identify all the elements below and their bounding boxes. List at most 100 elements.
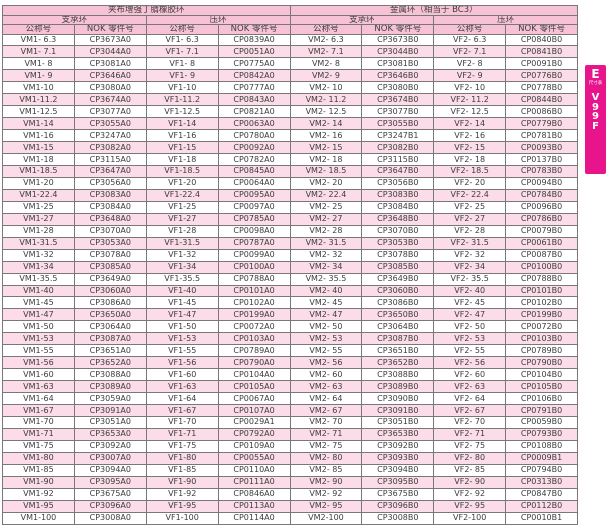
cell-part-number: CP3653A0 <box>73 427 147 441</box>
cell-nominal-code: VF1-32 <box>145 248 219 262</box>
cell-part-number: CP3082B0 <box>361 141 435 155</box>
cell-nominal-code: VF2- 35.5 <box>433 272 507 286</box>
table-row: VM1-53 CP3087A0 VF1-53 CP0103A0 VM2- 53 CP308… <box>2 332 578 346</box>
cell-part-number: CP3089B0 <box>361 380 435 394</box>
cell-part-number: CP3095B0 <box>361 475 435 489</box>
table-row: VM1-11.2 CP3674A0 VF1-11.2 CP0843A0 VM2- 11.… <box>2 93 578 107</box>
cell-part-number: CP3070A0 <box>73 224 147 238</box>
cell-nominal-code: VF2- 20 <box>433 176 507 190</box>
cell-nominal-code: VM1-67 <box>2 404 75 417</box>
table-row: VM1-14 CP3055A0 VF1-14 CP0063A0 VM2- 14 CP305… <box>2 117 578 131</box>
cell-nominal-code: VM2- 40 <box>289 284 363 298</box>
cell-part-number: CP0778B0 <box>505 81 578 95</box>
table-row: VM1-47 CP3650A0 VF1-47 CP0199A0 VM2- 47 CP365… <box>2 308 578 322</box>
cell-nominal-code: VF2- 31.5 <box>433 236 507 250</box>
column-header-part-1: NOK 零件号 <box>73 24 147 35</box>
cell-part-number: CP3083A0 <box>73 188 147 202</box>
parts-table-header: 夹布增强丁腈橡胶环 金属环（相当于 BC3） 支承环 压环 支承环 压环 公称号… <box>2 5 578 35</box>
cell-nominal-code: VF1-50 <box>145 320 219 334</box>
tab-code-char: V <box>591 92 600 103</box>
cell-nominal-code: VM1-40 <box>2 284 75 298</box>
cell-part-number: CP0776B0 <box>505 69 578 83</box>
cell-part-number: CP0794B0 <box>505 463 578 477</box>
cell-nominal-code: VF1-80 <box>145 451 219 465</box>
sub-header-row: 支承环 压环 支承环 压环 <box>2 14 578 25</box>
cell-nominal-code: VM1-60 <box>2 368 75 382</box>
cell-part-number: CP0067A0 <box>217 392 291 406</box>
cell-part-number: CP0793B0 <box>505 427 578 441</box>
table-row: VM1-35.5 CP3649A0 VF1-35.5 CP0788A0 VM2- 35.… <box>2 272 578 286</box>
cell-part-number: CP0091B0 <box>505 57 578 71</box>
cell-nominal-code: VM1-25 <box>2 200 75 214</box>
cell-nominal-code: VF2- 90 <box>433 475 507 489</box>
cell-part-number: CP0103A0 <box>217 332 291 346</box>
table-body: VM1- 6.3 CP3673A0 VF1- 6.3 CP0839A0 VM2- 6.3… <box>2 33 578 526</box>
cell-part-number: CP0061B0 <box>505 236 578 250</box>
tab-code-char: F <box>592 120 599 132</box>
cell-nominal-code: VF2- 28 <box>433 224 507 238</box>
table-row: VM1-31.5 CP3053A0 VF1-31.5 CP0787A0 VM2- 31.… <box>2 236 578 250</box>
cell-nominal-code: VM1-47 <box>2 308 75 322</box>
table-row: VM1-10 CP3080A0 VF1-10 CP0777A0 VM2- 10 CP308… <box>2 81 578 95</box>
cell-nominal-code: VF1-14 <box>145 117 219 131</box>
table-row: VM1- 8 CP3081A0 VF1- 8 CP0775A0 VM2- 8 CP3081… <box>2 57 578 71</box>
cell-nominal-code: VM2- 25 <box>289 200 363 214</box>
cell-part-number: CP0055A0 <box>217 451 291 465</box>
cell-part-number: CP0096B0 <box>505 200 578 214</box>
table-row: VM1-18 CP3115A0 VF1-18 CP0782A0 VM2- 18 CP311… <box>2 153 578 166</box>
cell-part-number: CP3059A0 <box>73 392 147 406</box>
cell-nominal-code: VM2- 85 <box>289 463 363 477</box>
cell-part-number: CP0199B0 <box>505 308 578 322</box>
cell-nominal-code: VF1-27 <box>145 212 219 226</box>
table-row: VM1-40 CP3060A0 VF1-40 CP0101A0 VM2- 40 CP306… <box>2 284 578 298</box>
cell-part-number: CP0051A0 <box>217 45 291 59</box>
cell-part-number: CP3064B0 <box>361 320 435 334</box>
cell-nominal-code: VM2- 56 <box>289 356 363 370</box>
cell-part-number: CP0780A0 <box>217 129 291 143</box>
cell-nominal-code: VM2- 34 <box>289 260 363 274</box>
table-row: VM1-95 CP3096A0 VF1-95 CP0113A0 VM2- 95 CP309… <box>2 499 578 513</box>
cell-nominal-code: VM2- 9 <box>289 69 363 83</box>
cell-part-number: CP3247B1 <box>361 129 435 143</box>
table-row: VM1-70 CP3051A0 VF1-70 CP0029A1 VM2- 70 CP305… <box>2 416 578 429</box>
cell-part-number: CP3649A0 <box>73 272 147 286</box>
table-row: VM1-90 CP3095A0 VF1-90 CP0111A0 VM2- 90 CP309… <box>2 475 578 489</box>
cell-part-number: CP3115B0 <box>361 153 435 166</box>
cell-nominal-code: VF1- 6.3 <box>145 33 219 47</box>
cell-part-number: CP0787A0 <box>217 236 291 250</box>
cell-part-number: CP3083B0 <box>361 188 435 202</box>
cell-nominal-code: VM2- 75 <box>289 439 363 453</box>
cell-nominal-code: VF1-16 <box>145 129 219 143</box>
cell-nominal-code: VF2- 71 <box>433 427 507 441</box>
cell-part-number: CP3650A0 <box>73 308 147 322</box>
cell-nominal-code: VF1-70 <box>145 416 219 429</box>
cell-part-number: CP0790B0 <box>505 356 578 370</box>
cell-part-number: CP3084B0 <box>361 200 435 214</box>
group-header-row: 夹布增强丁腈橡胶环 金属环（相当于 BC3） <box>2 5 578 16</box>
cell-part-number: CP3651A0 <box>73 344 147 358</box>
cell-nominal-code: VF2- 47 <box>433 308 507 322</box>
cell-part-number: CP0009B1 <box>505 451 578 465</box>
cell-part-number: CP3673B0 <box>361 33 435 47</box>
cell-part-number: CP3648A0 <box>73 212 147 226</box>
cell-nominal-code: VF1-47 <box>145 308 219 322</box>
subheader-support-ring-2: 支承环 <box>289 14 435 25</box>
cell-part-number: CP3087A0 <box>73 332 147 346</box>
cell-nominal-code: VF2- 67 <box>433 404 507 417</box>
cell-part-number: CP0842A0 <box>217 69 291 83</box>
cell-part-number: CP0079B0 <box>505 224 578 238</box>
cell-part-number: CP0098A0 <box>217 224 291 238</box>
cell-nominal-code: VM2- 28 <box>289 224 363 238</box>
cell-nominal-code: VM1-15 <box>2 141 75 155</box>
cell-nominal-code: VM2- 14 <box>289 117 363 131</box>
cell-part-number: CP3674B0 <box>361 93 435 107</box>
cell-part-number: CP0063A0 <box>217 117 291 131</box>
cell-nominal-code: VF1-10 <box>145 81 219 95</box>
cell-part-number: CP0100B0 <box>505 260 578 274</box>
cell-part-number: CP0313B0 <box>505 475 578 489</box>
column-header-nominal-1: 公称号 <box>2 24 75 35</box>
cell-nominal-code: VF1-28 <box>145 224 219 238</box>
cell-part-number: CP3094A0 <box>73 463 147 477</box>
cell-nominal-code: VF1-53 <box>145 332 219 346</box>
table-row: VM1-92 CP3675A0 VF1-92 CP0846A0 VM2- 92 CP367… <box>2 487 578 501</box>
